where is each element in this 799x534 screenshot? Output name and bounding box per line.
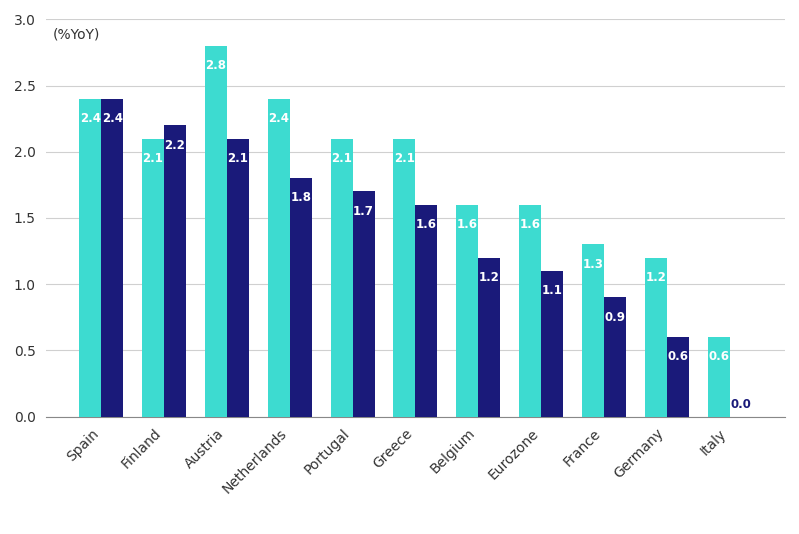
Bar <box>519 205 541 417</box>
Text: 1.1: 1.1 <box>542 284 562 297</box>
Bar <box>227 138 248 417</box>
Bar <box>604 297 626 417</box>
Bar <box>79 99 101 417</box>
Text: 2.8: 2.8 <box>205 59 226 72</box>
Bar <box>666 337 689 417</box>
Text: 2.1: 2.1 <box>228 152 248 165</box>
Text: 2.4: 2.4 <box>80 112 101 125</box>
Bar <box>331 138 352 417</box>
Bar <box>708 337 729 417</box>
Bar <box>290 178 312 417</box>
Text: 0.6: 0.6 <box>667 350 688 363</box>
Bar <box>393 138 415 417</box>
Bar <box>456 205 478 417</box>
Text: 1.6: 1.6 <box>519 218 541 231</box>
Bar <box>582 245 604 417</box>
Text: 2.1: 2.1 <box>142 152 164 165</box>
Text: 2.4: 2.4 <box>268 112 289 125</box>
Bar <box>415 205 437 417</box>
Bar <box>541 271 563 417</box>
Text: 1.2: 1.2 <box>479 271 499 284</box>
Text: 0.6: 0.6 <box>708 350 729 363</box>
Bar <box>142 138 164 417</box>
Bar <box>352 192 375 417</box>
Text: 1.6: 1.6 <box>415 218 437 231</box>
Text: 1.7: 1.7 <box>353 205 374 218</box>
Text: 1.3: 1.3 <box>582 258 603 271</box>
Bar <box>478 258 500 417</box>
Text: 2.1: 2.1 <box>331 152 352 165</box>
Bar <box>205 46 227 417</box>
Bar <box>645 258 666 417</box>
Text: 2.1: 2.1 <box>394 152 415 165</box>
Text: 0.9: 0.9 <box>604 311 626 324</box>
Text: 2.4: 2.4 <box>101 112 123 125</box>
Bar <box>268 99 290 417</box>
Text: 1.6: 1.6 <box>457 218 478 231</box>
Text: 1.8: 1.8 <box>290 192 311 205</box>
Text: 2.2: 2.2 <box>165 138 185 152</box>
Bar <box>164 125 186 417</box>
Text: 0.0: 0.0 <box>730 398 751 411</box>
Bar <box>101 99 123 417</box>
Text: (%YoY): (%YoY) <box>53 27 101 41</box>
Text: 1.2: 1.2 <box>646 271 666 284</box>
